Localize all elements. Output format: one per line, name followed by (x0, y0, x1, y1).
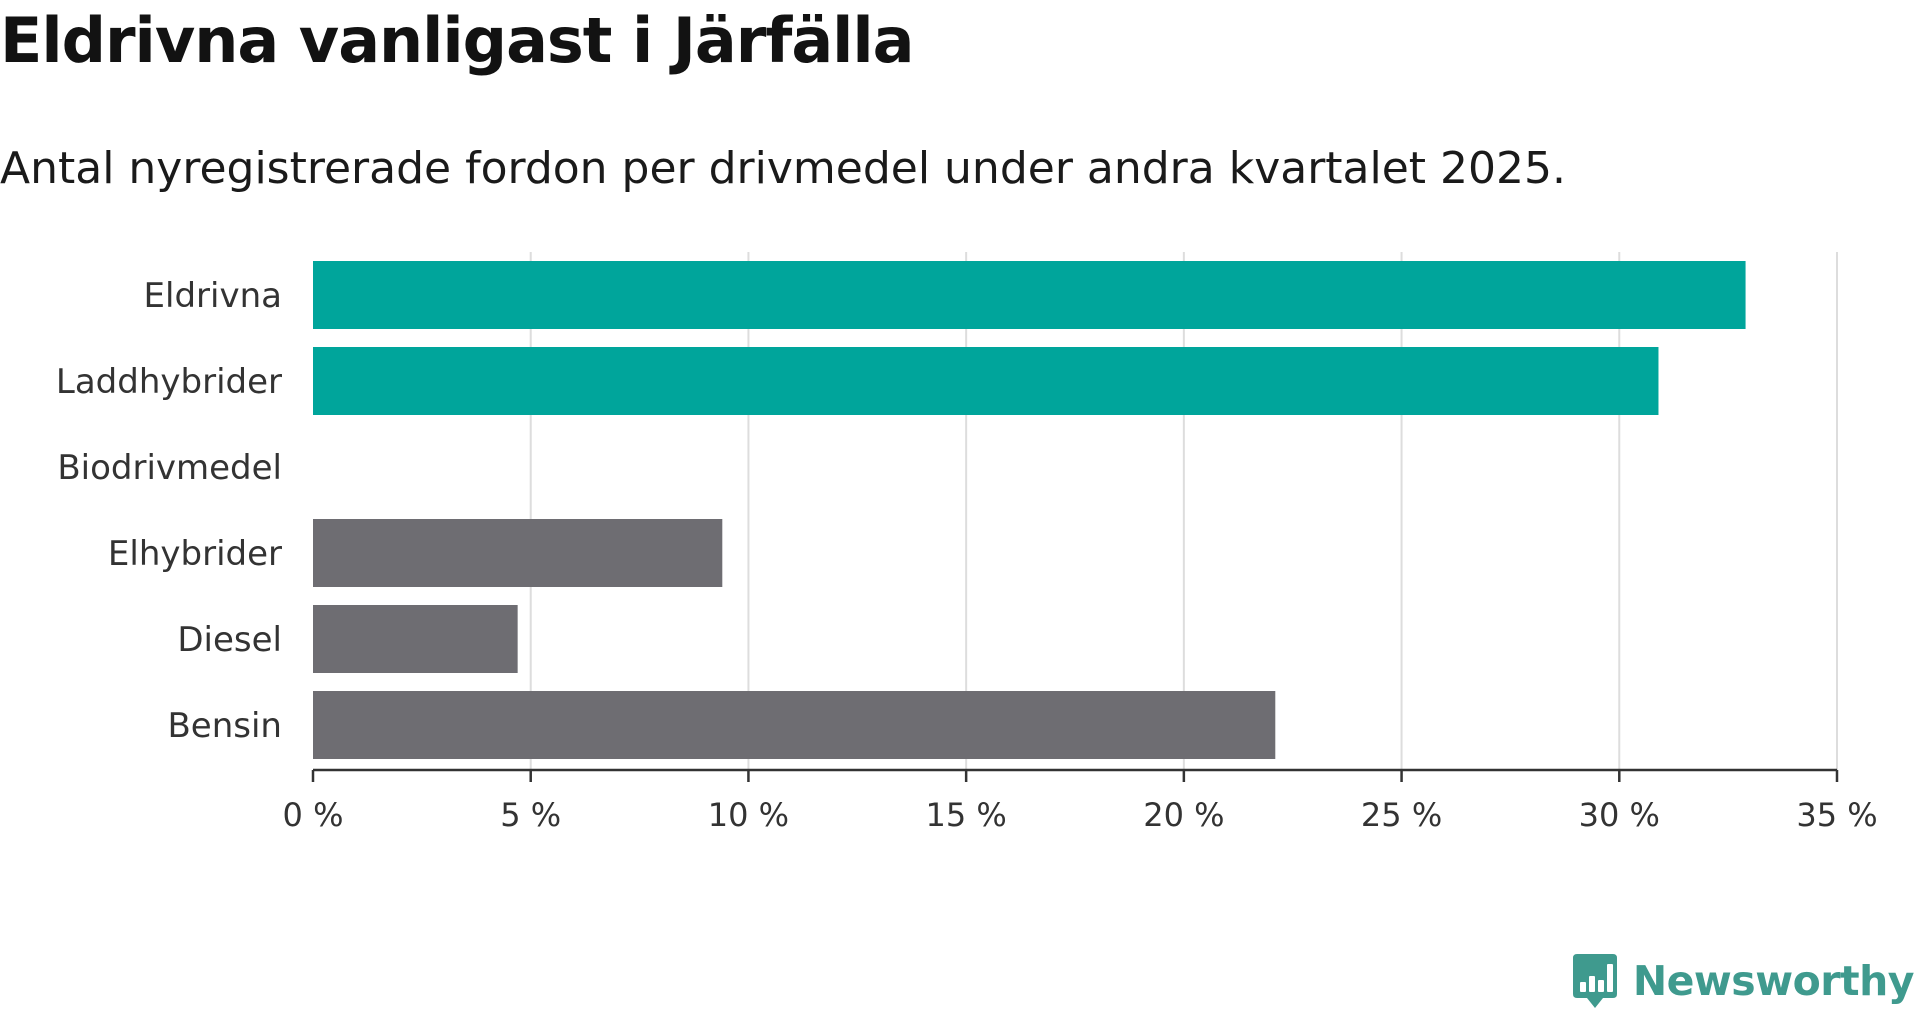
bar-bensin (313, 691, 1276, 759)
x-tick-label: 35 % (1796, 796, 1877, 834)
chart-title: Eldrivna vanligast i Järfälla (0, 4, 915, 77)
x-tick-label: 20 % (1143, 796, 1224, 834)
category-label: Eldrivna (144, 276, 282, 316)
category-labels: Eldrivna Laddhybrider Biodrivmedel Elhybrid… (56, 276, 282, 746)
chart-subtitle: Antal nyregistrerade fordon per drivmede… (0, 143, 1566, 194)
x-tick-label: 10 % (708, 796, 789, 834)
category-label: Diesel (177, 620, 282, 660)
category-label: Bensin (167, 706, 282, 746)
bars (313, 261, 1746, 759)
x-tick-label: 30 % (1579, 796, 1660, 834)
category-label: Biodrivmedel (57, 448, 282, 488)
bar-chart-speech-bubble-icon (1572, 954, 1617, 1008)
bar-laddhybrider (313, 347, 1659, 415)
x-tick-label: 5 % (500, 796, 561, 834)
brand-name: Newsworthy (1632, 957, 1915, 1005)
category-label: Elhybrider (108, 534, 282, 574)
category-label: Laddhybrider (56, 362, 282, 402)
bar-elhybrider (313, 519, 723, 587)
grid-lines (529, 252, 1838, 770)
x-tick-label: 0 % (283, 796, 344, 834)
x-axis: 0 % 5 % 10 % 15 % 20 % 25 % 30 % 35 % (283, 768, 1878, 834)
bar-diesel (313, 605, 518, 673)
x-tick-label: 25 % (1361, 796, 1442, 834)
bar-eldrivna (313, 261, 1746, 329)
newsworthy-brand: Newsworthy (1571, 951, 1915, 1010)
x-tick-label: 15 % (925, 796, 1006, 834)
bar-chart: Eldrivna Laddhybrider Biodrivmedel Elhybrid… (56, 252, 1878, 834)
